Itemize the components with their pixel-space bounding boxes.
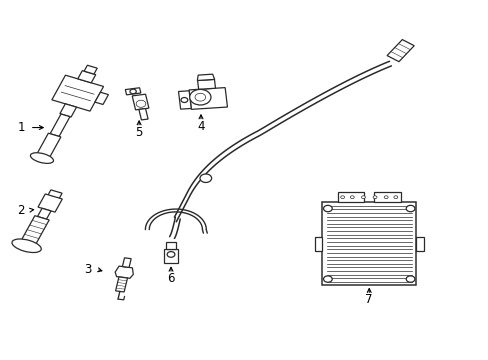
FancyBboxPatch shape — [322, 202, 415, 285]
Polygon shape — [115, 266, 133, 278]
Polygon shape — [115, 277, 127, 292]
Polygon shape — [197, 74, 214, 81]
Circle shape — [340, 196, 344, 199]
Polygon shape — [189, 87, 227, 109]
Ellipse shape — [136, 100, 145, 107]
Text: 6: 6 — [167, 272, 174, 285]
Polygon shape — [36, 133, 61, 160]
FancyBboxPatch shape — [337, 192, 364, 202]
Text: 3: 3 — [83, 263, 91, 276]
Polygon shape — [38, 194, 62, 212]
Text: 7: 7 — [365, 293, 372, 306]
Polygon shape — [386, 40, 413, 62]
Ellipse shape — [195, 93, 205, 101]
Ellipse shape — [167, 252, 175, 257]
FancyBboxPatch shape — [373, 192, 400, 202]
Polygon shape — [165, 242, 176, 249]
Circle shape — [361, 196, 365, 199]
Polygon shape — [164, 249, 178, 263]
Text: 1: 1 — [18, 121, 25, 134]
Polygon shape — [132, 94, 149, 110]
Polygon shape — [415, 237, 423, 251]
Text: 2: 2 — [18, 204, 25, 217]
Ellipse shape — [12, 239, 41, 252]
Polygon shape — [122, 258, 131, 267]
Polygon shape — [46, 190, 62, 201]
Ellipse shape — [130, 89, 136, 94]
Circle shape — [406, 205, 414, 212]
Polygon shape — [314, 237, 322, 251]
Circle shape — [372, 196, 376, 199]
Polygon shape — [50, 114, 70, 136]
Polygon shape — [20, 216, 49, 248]
Circle shape — [393, 196, 397, 199]
Text: 5: 5 — [135, 126, 142, 139]
Polygon shape — [78, 71, 96, 83]
Polygon shape — [84, 65, 97, 74]
Polygon shape — [197, 80, 215, 89]
Ellipse shape — [181, 98, 187, 103]
Circle shape — [323, 205, 331, 212]
Polygon shape — [178, 91, 191, 109]
Ellipse shape — [189, 89, 210, 105]
Circle shape — [406, 276, 414, 282]
Circle shape — [200, 174, 211, 183]
Polygon shape — [139, 109, 148, 120]
Circle shape — [323, 276, 331, 282]
Polygon shape — [95, 92, 108, 104]
Polygon shape — [60, 104, 76, 117]
Ellipse shape — [30, 153, 53, 163]
Polygon shape — [125, 88, 141, 95]
Polygon shape — [52, 75, 103, 111]
Circle shape — [384, 196, 387, 199]
Text: 4: 4 — [197, 120, 204, 132]
Circle shape — [350, 196, 353, 199]
Polygon shape — [38, 208, 51, 219]
